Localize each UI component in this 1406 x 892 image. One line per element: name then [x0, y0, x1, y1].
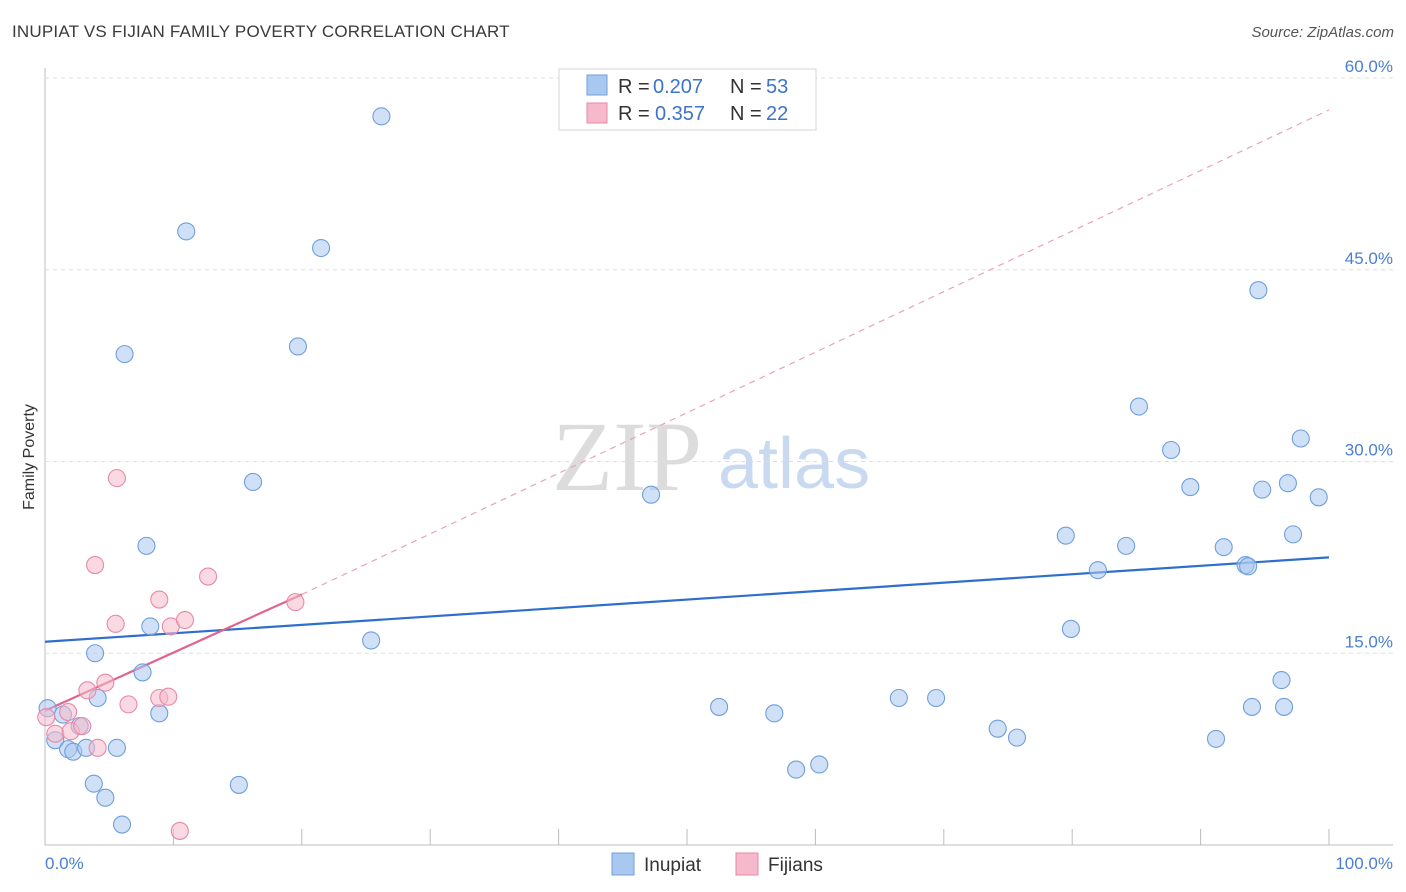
- point-inupiat-26: [710, 697, 729, 716]
- bottom-legend-label-inupiat: Inupiat: [644, 855, 702, 876]
- point-fijians-19: [286, 593, 305, 612]
- bottom-legend: Inupiat Fijians: [611, 852, 823, 876]
- bottom-legend-swatch-inupiat: [611, 852, 635, 876]
- point-fijians-18: [199, 567, 218, 586]
- point-inupiat-7: [86, 644, 105, 663]
- chart-title: INUPIAT VS FIJIAN FAMILY POVERTY CORRELA…: [12, 22, 510, 41]
- bottom-legend-swatch-fijians: [735, 852, 759, 876]
- point-fijians-4: [73, 717, 92, 736]
- point-fijians-16: [170, 821, 189, 840]
- point-fijians-1: [46, 724, 65, 743]
- point-inupiat-17: [150, 704, 169, 723]
- point-fijians-13: [150, 590, 169, 609]
- bottom-legend-label-fijians: Fijians: [768, 855, 823, 876]
- point-inupiat-38: [1129, 397, 1149, 416]
- point-inupiat-9: [84, 774, 103, 793]
- legend-r-value-2: 0.357: [655, 103, 705, 125]
- point-inupiat-51: [1283, 525, 1303, 544]
- point-inupiat-19: [229, 775, 248, 794]
- legend-n-label-2: N =: [730, 103, 762, 125]
- legend-n-label-1: N =: [730, 76, 762, 98]
- legend-n-value-1: 53: [766, 76, 788, 98]
- x-tick-label-max: 100.0%: [1335, 854, 1393, 873]
- point-inupiat-35: [1061, 619, 1080, 639]
- point-fijians-14: [159, 687, 178, 706]
- point-fijians-2: [59, 703, 78, 722]
- point-inupiat-48: [1272, 671, 1291, 690]
- point-fijians-8: [86, 555, 105, 575]
- point-inupiat-31: [927, 688, 946, 708]
- point-inupiat-42: [1214, 538, 1233, 557]
- point-inupiat-44: [1239, 557, 1258, 576]
- point-inupiat-21: [288, 337, 307, 356]
- legend-box: R = 0.207 N = 53 R = 0.357 N = 22: [558, 68, 817, 131]
- point-fijians-0: [37, 708, 56, 727]
- point-inupiat-37: [1117, 536, 1136, 555]
- point-inupiat-52: [1291, 429, 1310, 448]
- point-inupiat-28: [787, 760, 806, 779]
- source-label: Source: ZipAtlas.com: [1251, 24, 1394, 41]
- trend-extension-fijians: [301, 109, 1330, 595]
- trend-line-inupiat: [44, 556, 1330, 643]
- point-inupiat-25: [641, 485, 661, 504]
- point-inupiat-39: [1162, 440, 1181, 460]
- legend-n-value-2: 22: [766, 103, 788, 125]
- point-inupiat-15: [137, 536, 156, 555]
- legend-swatch-inupiat: [586, 74, 608, 96]
- point-fijians-7: [96, 673, 115, 692]
- point-fijians-10: [107, 469, 126, 488]
- point-inupiat-11: [107, 738, 126, 757]
- point-fijians-17: [175, 610, 195, 630]
- point-inupiat-20: [243, 472, 263, 492]
- legend-r-label-2: R =: [618, 103, 650, 125]
- point-inupiat-34: [1056, 526, 1075, 545]
- y-tick-label-30: 30.0%: [1345, 441, 1393, 460]
- watermark-atlas: atlas: [718, 424, 870, 504]
- point-inupiat-30: [889, 688, 908, 708]
- point-inupiat-32: [988, 719, 1007, 738]
- point-inupiat-49: [1275, 697, 1294, 716]
- point-inupiat-53: [1309, 488, 1328, 507]
- point-fijians-5: [78, 681, 97, 700]
- y-axis-label: Family Poverty: [21, 404, 38, 510]
- y-tick-label-60: 60.0%: [1345, 57, 1393, 76]
- point-inupiat-18: [177, 222, 196, 241]
- point-inupiat-10: [96, 788, 115, 807]
- point-fijians-6: [88, 738, 107, 757]
- point-inupiat-22: [312, 238, 331, 258]
- y-tick-labels: 15.0% 30.0% 45.0% 60.0%: [1345, 57, 1393, 651]
- point-inupiat-29: [810, 755, 829, 774]
- point-inupiat-13: [115, 345, 134, 364]
- legend-r-label-1: R =: [618, 76, 650, 98]
- point-inupiat-24: [372, 107, 391, 126]
- watermark-zip: ZIP: [552, 401, 702, 512]
- point-fijians-11: [119, 695, 138, 714]
- point-fijians-9: [106, 614, 125, 633]
- point-inupiat-45: [1242, 697, 1262, 716]
- point-inupiat-36: [1088, 561, 1107, 580]
- point-inupiat-14: [133, 663, 152, 682]
- point-inupiat-47: [1253, 480, 1272, 499]
- point-inupiat-46: [1249, 281, 1268, 300]
- data-points: [37, 107, 1328, 840]
- x-ticks: [44, 829, 1330, 845]
- y-tick-label-15: 15.0%: [1345, 632, 1393, 651]
- x-tick-label-min: 0.0%: [45, 854, 84, 873]
- legend-r-value-1: 0.207: [653, 76, 703, 98]
- legend-swatch-fijians: [586, 102, 608, 124]
- point-inupiat-40: [1181, 478, 1200, 497]
- point-inupiat-27: [765, 704, 784, 723]
- y-tick-label-45: 45.0%: [1345, 249, 1393, 268]
- point-inupiat-33: [1007, 728, 1027, 747]
- point-inupiat-50: [1278, 474, 1297, 493]
- point-inupiat-23: [362, 631, 381, 650]
- point-inupiat-41: [1206, 729, 1226, 748]
- point-inupiat-16: [141, 617, 160, 636]
- point-inupiat-12: [112, 815, 132, 834]
